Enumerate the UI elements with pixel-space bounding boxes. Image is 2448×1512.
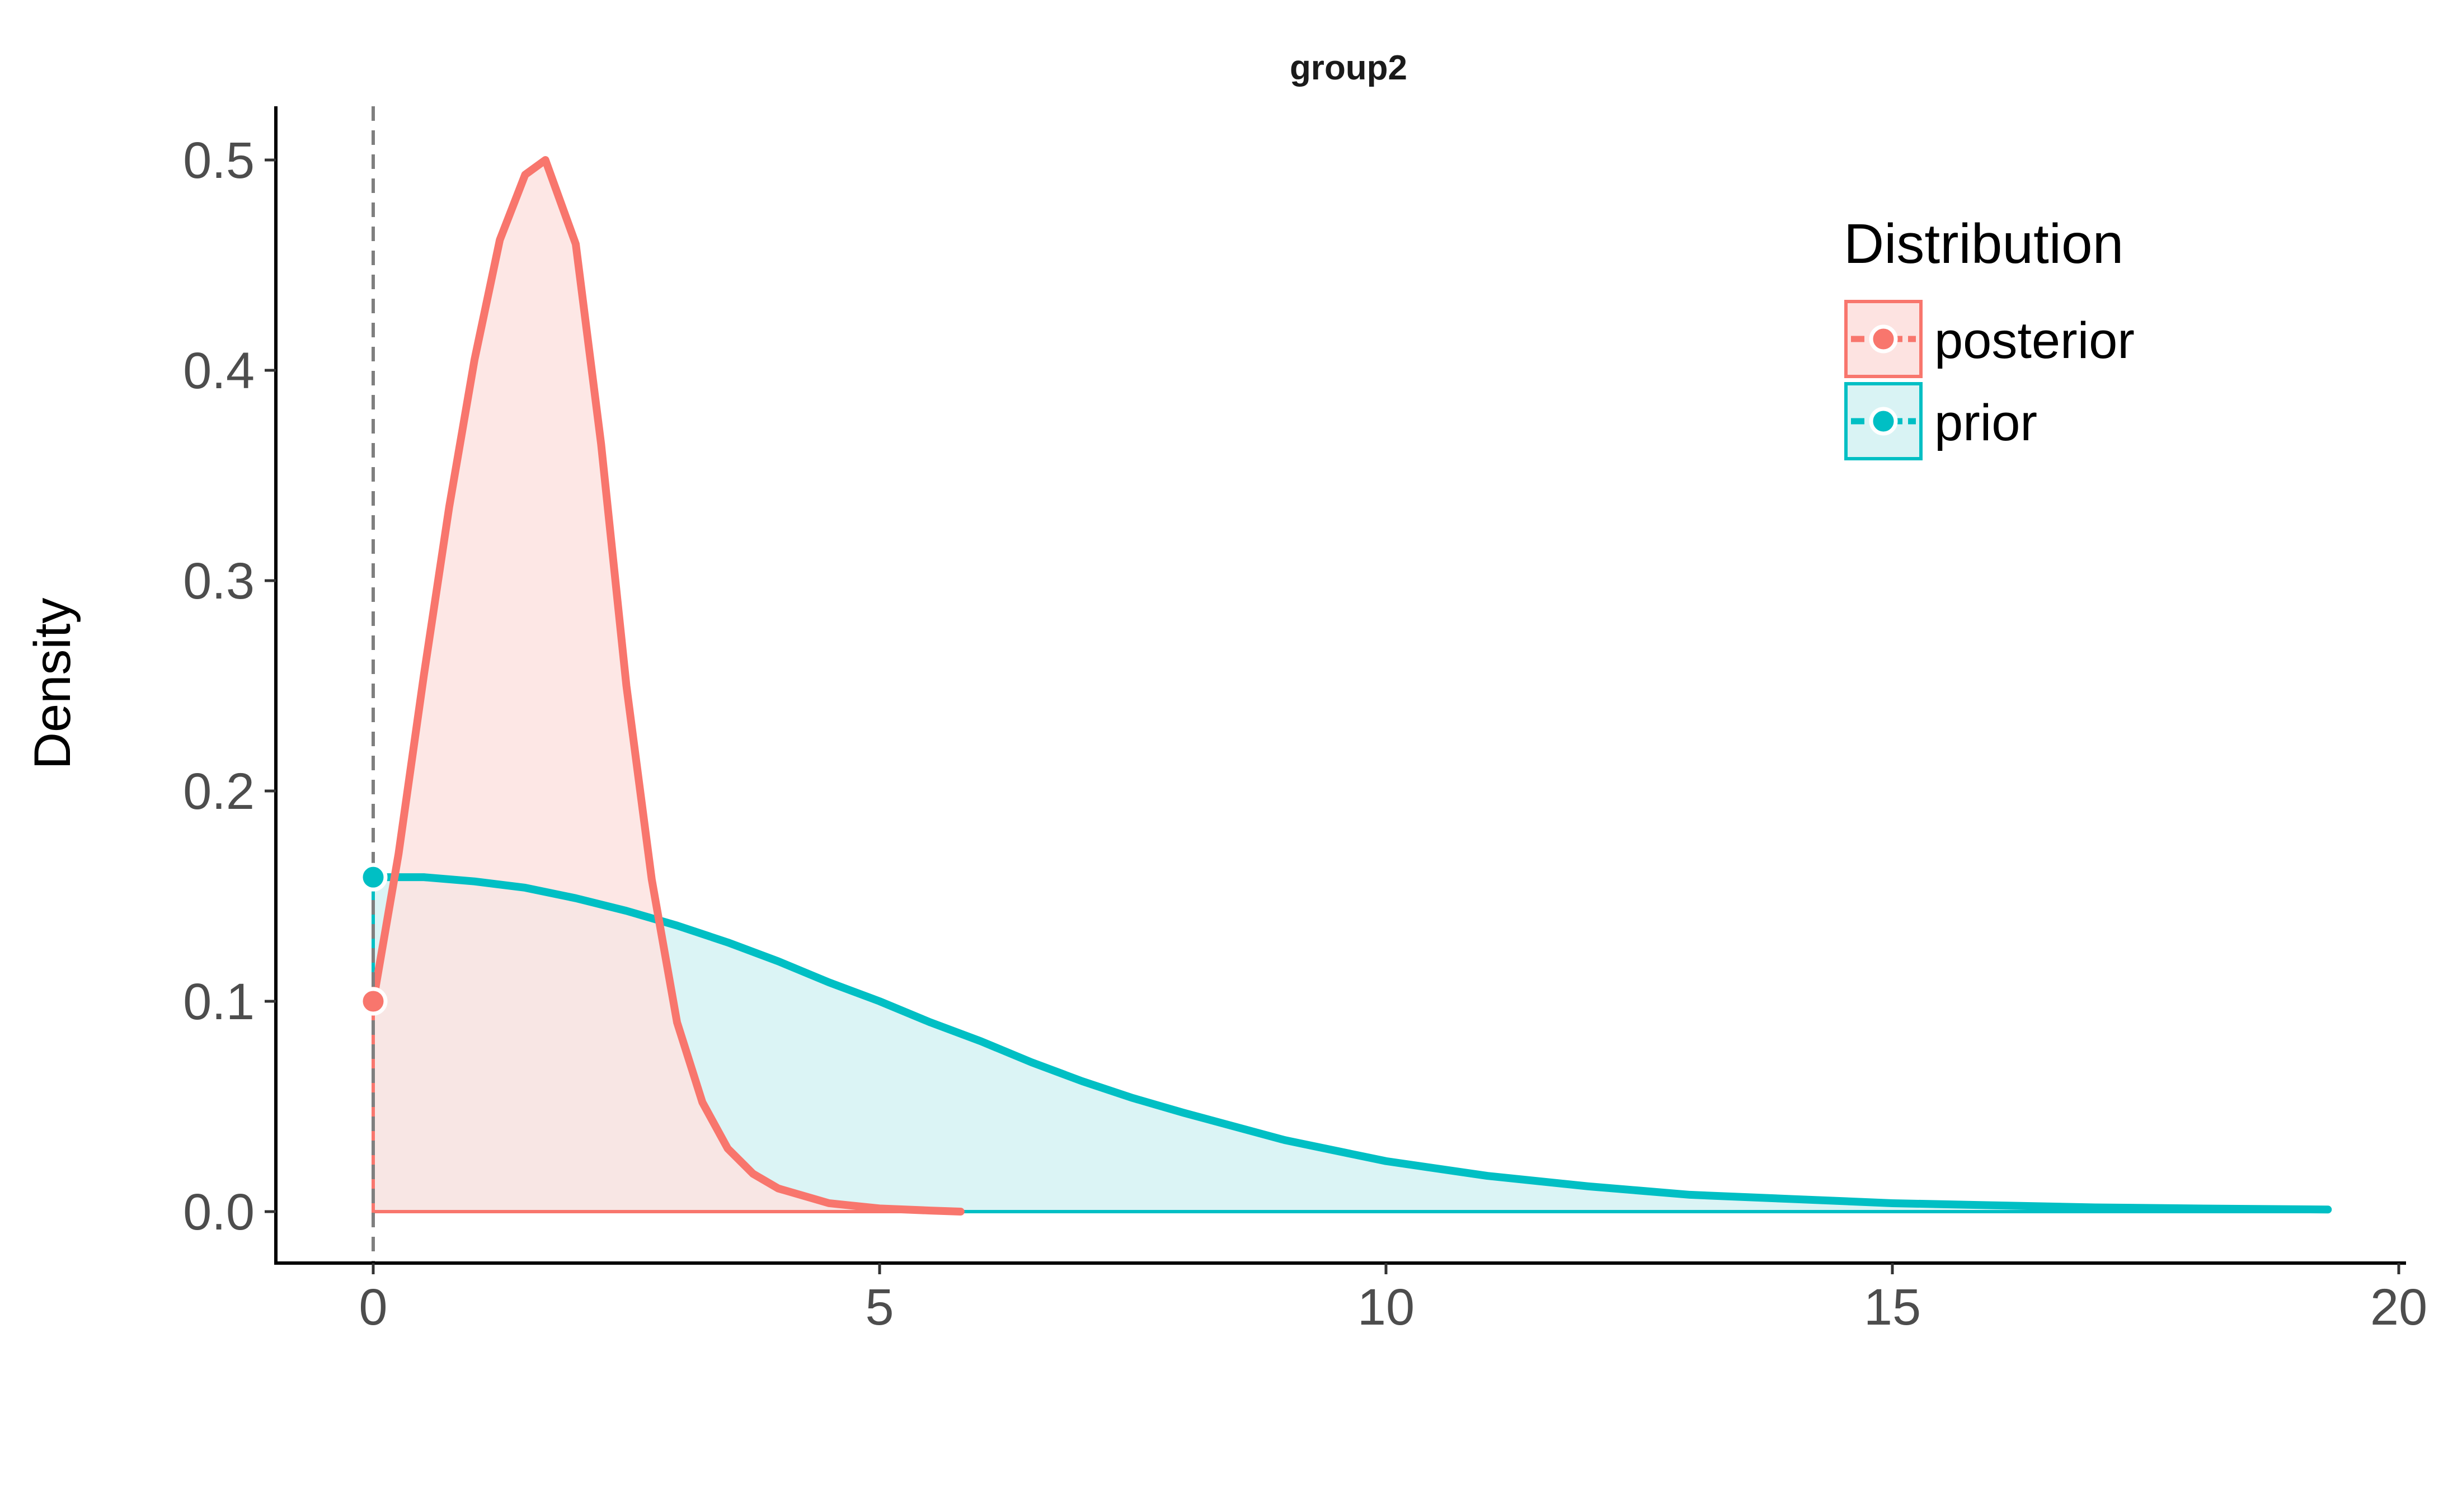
prior-point-at-zero [359,863,388,892]
x-tick-label: 15 [1864,1279,1921,1336]
y-tick-label: 0.2 [183,763,255,820]
y-axis-ticks: 0.0 0.1 0.2 0.3 0.4 0.5 [183,132,276,1241]
legend-label-prior: prior [1934,394,2037,451]
x-tick-label: 20 [2370,1279,2427,1336]
prior-density-line [369,873,2332,1214]
posterior-area [373,160,961,1212]
x-tick-label: 0 [359,1279,387,1336]
x-axis-ticks: 0 5 10 15 20 [359,1263,2427,1336]
line-layer [369,156,2332,1216]
y-axis-title: Density [24,598,81,770]
y-tick-label: 0.4 [183,342,255,399]
legend-key-prior-point [1869,407,1898,436]
legend-key-posterior-point [1869,324,1898,354]
legend-entry-posterior: posterior [1844,300,2135,378]
x-tick-label: 10 [1357,1279,1415,1336]
point-layer [359,863,388,1016]
legend-title: Distribution [1844,213,2123,275]
legend-entry-prior: prior [1844,382,2037,460]
y-tick-label: 0.0 [183,1184,255,1241]
y-tick-label: 0.5 [183,132,255,189]
legend-label-posterior: posterior [1934,312,2135,369]
legend: Distribution posterior prior [1844,213,2135,460]
prior-area [373,877,2328,1212]
y-tick-label: 0.1 [183,973,255,1030]
y-tick-label: 0.3 [183,553,255,610]
strip-title: group2 [1290,49,1407,87]
plot-area [359,106,2332,1263]
posterior-point-at-zero [359,987,388,1016]
posterior-density-line [369,156,965,1216]
x-tick-label: 5 [865,1279,894,1336]
